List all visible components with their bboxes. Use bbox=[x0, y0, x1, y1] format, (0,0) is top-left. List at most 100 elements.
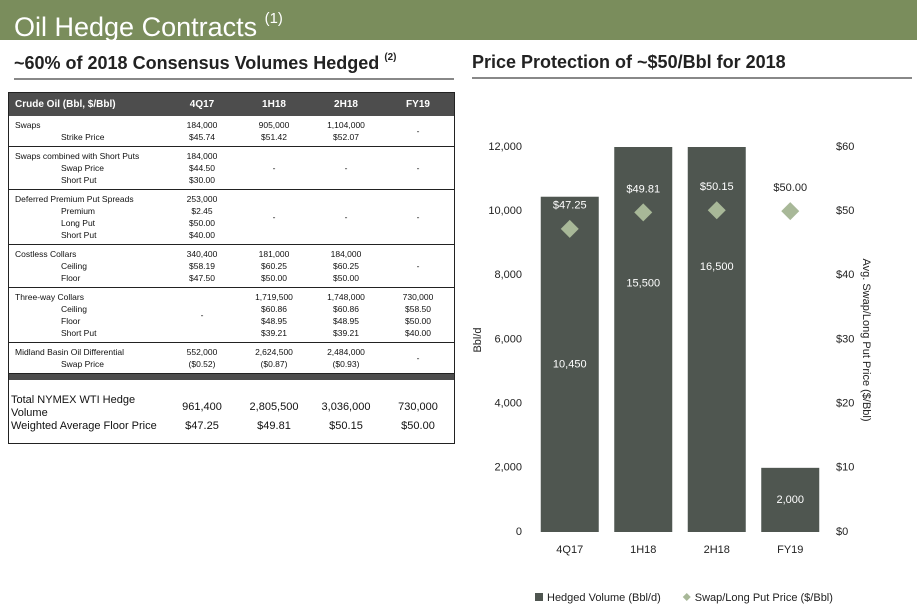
y2-tick-label: $0 bbox=[836, 526, 848, 538]
cell: - bbox=[382, 244, 455, 288]
row-label: Premium bbox=[61, 206, 96, 216]
column-header: 2H18 bbox=[310, 92, 382, 116]
row-label: Swap Price bbox=[61, 163, 104, 173]
cell-value: $45.74 bbox=[189, 132, 215, 142]
cell-value: $50.00 bbox=[261, 273, 287, 283]
cell: 181,000 $60.25 $50.00 bbox=[238, 244, 310, 288]
y2-tick-label: $30 bbox=[836, 333, 854, 345]
section-title: Price Protection of ~$50/Bbl for 2018 bbox=[472, 52, 912, 79]
cell-value: $52.07 bbox=[333, 132, 359, 142]
row-labels: Deferred Premium Put Spreads Premium Long … bbox=[8, 189, 166, 245]
row-labels: Midland Basin Oil Differential Swap Price bbox=[8, 342, 166, 374]
cell: 2,484,000 ($0.93) bbox=[310, 342, 382, 374]
cell: - bbox=[238, 189, 310, 245]
cell-value: $48.95 bbox=[333, 316, 359, 326]
marker bbox=[781, 202, 800, 221]
marker-label: $50.00 bbox=[773, 182, 807, 194]
pad-row bbox=[9, 380, 455, 394]
cell-value: 905,000 bbox=[258, 120, 290, 130]
column-header: 1H18 bbox=[238, 92, 310, 116]
hedge-table: Crude Oil (Bbl, $/Bbl) 4Q17 1H18 2H18 FY19 Sw… bbox=[8, 92, 455, 444]
total-value: $50.00 bbox=[401, 420, 435, 432]
y-tick-label: 2,000 bbox=[494, 462, 522, 474]
chart: 0 2,000 4,000 6,000 8,000 10,000 12,000 $0 $10 $2… bbox=[472, 141, 872, 604]
cell-value: - bbox=[416, 212, 420, 222]
cell: 905,000 $51.42 bbox=[238, 116, 310, 147]
row-label: Costless Collars bbox=[15, 249, 77, 259]
cell-value: $44.50 bbox=[189, 163, 215, 173]
cell-value: ($0.52) bbox=[188, 359, 216, 369]
cell-value: 340,400 bbox=[186, 249, 218, 259]
row-labels: Costless Collars Ceiling Floor bbox=[8, 244, 166, 288]
row-label: Ceiling bbox=[61, 304, 87, 314]
total-value: $50.15 bbox=[329, 420, 363, 432]
row-label: Short Put bbox=[61, 175, 97, 185]
row-label: Midland Basin Oil Differential bbox=[15, 347, 124, 357]
total-label: Total NYMEX WTI Hedge Volume bbox=[11, 394, 136, 419]
row-labels: Three-way Collars Ceiling Floor Short Put bbox=[8, 287, 166, 343]
total-row: Total NYMEX WTI Hedge Volume 961,400 2,805… bbox=[9, 394, 455, 420]
section-note: (2) bbox=[384, 52, 397, 63]
y2-tick-label: $60 bbox=[836, 141, 854, 153]
cell-value: - bbox=[344, 163, 348, 173]
y2-tick-label: $40 bbox=[836, 269, 854, 281]
cell-value: ($0.93) bbox=[332, 359, 360, 369]
x-tick-label: 2H18 bbox=[704, 544, 730, 556]
y-tick-label: 6,000 bbox=[494, 333, 522, 345]
cell-value: - bbox=[272, 163, 276, 173]
cell: - bbox=[382, 146, 455, 190]
section-title-text: ~60% of 2018 Consensus Volumes Hedged bbox=[14, 52, 380, 73]
cell-value: - bbox=[344, 212, 348, 222]
row-group: Midland Basin Oil Differential Swap Price… bbox=[8, 342, 455, 374]
cell-value: $50.00 bbox=[189, 218, 215, 228]
cell: 1,748,000 $60.86 $48.95 $39.21 bbox=[310, 287, 382, 343]
y-axis-title: Bbl/d bbox=[472, 327, 484, 352]
cell-value: 552,000 bbox=[186, 347, 218, 357]
cell: - bbox=[310, 146, 382, 190]
legend-swatch bbox=[682, 593, 691, 601]
cell-value: 2,484,000 bbox=[327, 347, 365, 357]
row-label: Swaps bbox=[15, 120, 41, 130]
legend-label: Swap/Long Put Price ($/Bbl) bbox=[695, 592, 833, 604]
row-label: Short Put bbox=[61, 230, 97, 240]
total-value: 3,036,000 bbox=[321, 400, 371, 413]
cell: - bbox=[310, 189, 382, 245]
cell: - bbox=[382, 189, 455, 245]
cell-value: $51.42 bbox=[261, 132, 287, 142]
cell-value: 2,624,500 bbox=[255, 347, 293, 357]
cell: 340,400 $58.19 $47.50 bbox=[166, 244, 238, 288]
pad bbox=[9, 433, 455, 444]
x-tick-label: 1H18 bbox=[630, 544, 656, 556]
y2-tick-label: $50 bbox=[836, 205, 854, 217]
bar bbox=[761, 467, 820, 532]
cell-value: $60.86 bbox=[333, 304, 359, 314]
cell-value: $30.00 bbox=[189, 175, 215, 185]
row-label: Strike Price bbox=[61, 132, 105, 142]
cell-value: 1,748,000 bbox=[327, 292, 365, 302]
column-header: FY19 bbox=[382, 92, 455, 116]
bar-label: 10,450 bbox=[553, 358, 587, 370]
cell-value: $40.00 bbox=[405, 328, 431, 338]
cell-value: - bbox=[416, 353, 420, 363]
marker bbox=[560, 219, 579, 238]
cell: - bbox=[382, 116, 455, 147]
title: Oil Hedge Contracts bbox=[14, 12, 258, 43]
section-title: ~60% of 2018 Consensus Volumes Hedged (2… bbox=[14, 52, 454, 80]
cell-value: ($0.87) bbox=[260, 359, 288, 369]
y-tick-label: 4,000 bbox=[494, 398, 522, 410]
x-tick-label: 4Q17 bbox=[556, 544, 583, 556]
header-row: Crude Oil (Bbl, $/Bbl) 4Q17 1H18 2H18 FY19 bbox=[8, 92, 455, 116]
cell: - bbox=[238, 146, 310, 190]
cell: 552,000 ($0.52) bbox=[166, 342, 238, 374]
marker-label: $47.25 bbox=[553, 200, 587, 212]
header: Oil Hedge Contracts (1) bbox=[0, 0, 917, 43]
row-label: Short Put bbox=[61, 328, 97, 338]
marker-label: $49.81 bbox=[626, 183, 660, 195]
cell-value: 253,000 bbox=[186, 194, 218, 204]
cell-value: $48.95 bbox=[261, 316, 287, 326]
pad-row bbox=[9, 433, 455, 444]
cell: 184,000 $60.25 $50.00 bbox=[310, 244, 382, 288]
row-label: Ceiling bbox=[61, 261, 87, 271]
cell-value: $58.50 bbox=[405, 304, 431, 314]
